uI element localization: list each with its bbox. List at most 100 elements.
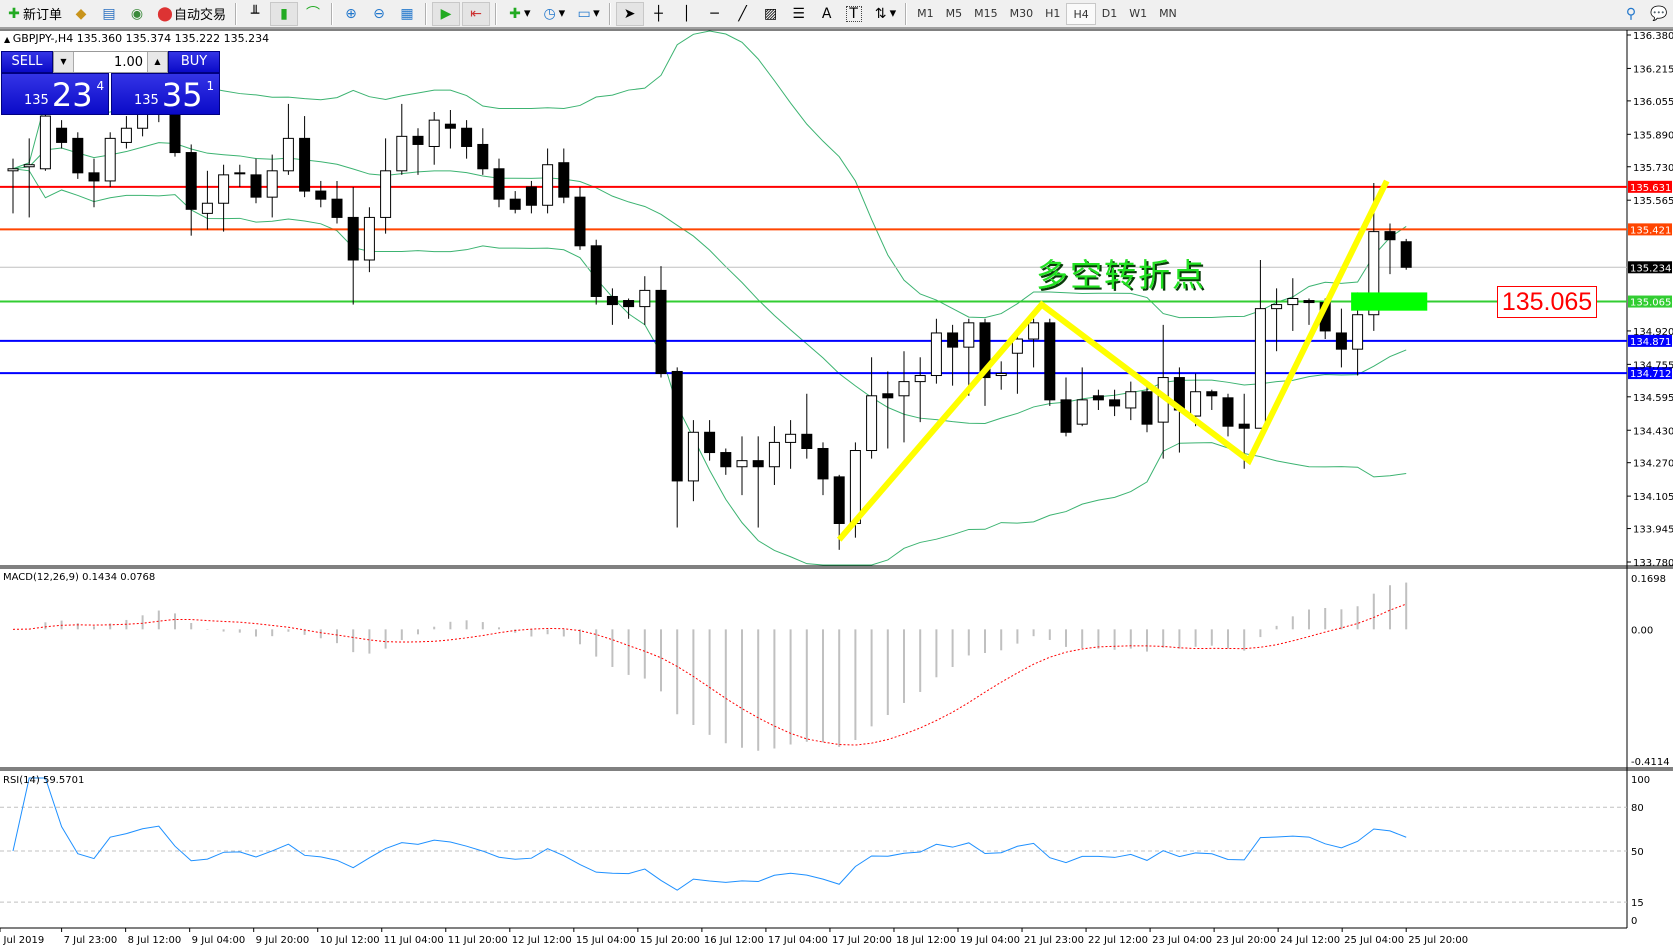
- candle: [525, 180, 537, 214]
- trendline-button[interactable]: ╱: [730, 2, 756, 26]
- periods-icon: ◷: [543, 5, 556, 22]
- sell-price-button[interactable]: 135 23 4: [1, 73, 109, 115]
- candle-body: [947, 332, 959, 348]
- zoom-in-button[interactable]: ⊕: [338, 2, 364, 26]
- candlestick-button[interactable]: ▮: [270, 1, 299, 26]
- periods-button[interactable]: ◷ ▾: [537, 2, 570, 26]
- templates-button[interactable]: ▭ ▾: [571, 2, 604, 26]
- collapse-icon[interactable]: ▲: [4, 35, 13, 44]
- candle-body: [88, 172, 100, 182]
- timeframe-m15[interactable]: M15: [974, 6, 998, 20]
- chat-button[interactable]: 💬: [1646, 2, 1672, 26]
- arrows-button[interactable]: ⇅ ▾: [868, 2, 901, 26]
- candle-body: [299, 137, 311, 192]
- zigzag-trendline[interactable]: [836, 179, 1390, 542]
- line-chart-icon: ⌒: [306, 5, 321, 22]
- candle-body: [801, 433, 813, 449]
- candle: [347, 187, 359, 305]
- timeframe-h1[interactable]: H1: [1045, 6, 1061, 20]
- price-label-bg: [1628, 180, 1672, 193]
- vertical-line-button[interactable]: │: [674, 2, 700, 26]
- candle: [687, 420, 699, 502]
- price-tick-label: 134.105: [1633, 492, 1673, 503]
- candle: [201, 170, 213, 230]
- new-order-label: 新订单: [23, 8, 63, 23]
- lot-increase-button[interactable]: ▲: [147, 52, 167, 72]
- candle: [509, 191, 521, 214]
- candle: [477, 128, 489, 175]
- candle-body: [1303, 300, 1315, 304]
- candle: [930, 318, 942, 384]
- lot-input[interactable]: [74, 52, 147, 72]
- signal-icon: ◉: [130, 5, 144, 22]
- timeframe-h4[interactable]: H4: [1066, 2, 1096, 25]
- candle: [995, 361, 1007, 390]
- candle: [590, 239, 602, 305]
- candle-body: [1190, 391, 1202, 417]
- equidistant-channel-button[interactable]: ▨: [758, 2, 784, 26]
- candle-body: [1125, 391, 1137, 409]
- text-button[interactable]: A: [814, 2, 840, 26]
- indicators-button[interactable]: ✚ ▾: [502, 2, 535, 26]
- candle: [1011, 330, 1023, 394]
- time-label: 11 Jul 04:00: [384, 935, 444, 946]
- chart-shift-button[interactable]: ⇤: [462, 1, 491, 26]
- fibonacci-button[interactable]: ☰: [786, 2, 812, 26]
- new-order-button[interactable]: ✚ 新订单: [1, 2, 66, 26]
- candle: [88, 158, 100, 208]
- buy-button[interactable]: BUY: [168, 51, 220, 73]
- toolbar-separator: [495, 2, 498, 25]
- candle-body: [347, 216, 359, 261]
- tile-windows-button[interactable]: ▦: [394, 2, 420, 26]
- navigator-button[interactable]: ▤: [96, 2, 122, 26]
- crosshair-icon: ┼: [654, 5, 663, 22]
- candle: [380, 138, 392, 234]
- auto-trade-icon: ⬤: [157, 5, 173, 22]
- text-label-button[interactable]: T: [842, 2, 866, 26]
- candle: [412, 128, 424, 175]
- search-button[interactable]: ⚲: [1618, 2, 1644, 26]
- signal-button[interactable]: ◉: [124, 2, 150, 26]
- rsi-title: RSI(14) 59.5701: [3, 775, 85, 786]
- reversal-point-annotation[interactable]: 多空转折点: [1036, 256, 1207, 294]
- candle-body: [56, 127, 68, 143]
- timeframe-m30[interactable]: M30: [1009, 6, 1034, 20]
- autoscroll-button[interactable]: ▶: [432, 1, 461, 26]
- buy-price-button[interactable]: 135 35 1: [111, 73, 220, 115]
- timeframe-w1[interactable]: W1: [1129, 6, 1148, 20]
- timeframe-m5[interactable]: M5: [945, 6, 963, 20]
- price-label: 134.871: [1630, 337, 1671, 348]
- candle: [785, 420, 797, 469]
- lot-stepper[interactable]: ▼ ▲: [53, 51, 168, 73]
- price-tick-label: 134.755: [1633, 360, 1673, 371]
- timeframe-d1[interactable]: D1: [1101, 6, 1118, 20]
- price-label: 135.421: [1630, 225, 1671, 236]
- horizontal-line-button[interactable]: ─: [702, 2, 728, 26]
- time-label: 24 Jul 12:00: [1280, 935, 1340, 946]
- macd-axis-label: -0.4114: [1631, 757, 1670, 768]
- price-tick-label: 136.215: [1633, 64, 1673, 75]
- zoom-out-button[interactable]: ⊖: [366, 2, 392, 26]
- time-label: 15 Jul 20:00: [640, 935, 700, 946]
- timeframe-mn[interactable]: MN: [1159, 6, 1177, 20]
- line-chart-button[interactable]: ⌒: [300, 2, 326, 26]
- auto-trade-button[interactable]: ⬤ 自动交易: [152, 2, 230, 26]
- rsi-axis-label: 100: [1631, 775, 1650, 786]
- lot-decrease-button[interactable]: ▼: [54, 52, 74, 72]
- crosshair-button[interactable]: ┼: [646, 2, 672, 26]
- bar-chart-button[interactable]: ╨: [242, 2, 268, 26]
- cursor-button[interactable]: ➤: [615, 1, 644, 26]
- tile-windows-icon: ▦: [400, 5, 414, 22]
- candle: [1028, 318, 1040, 368]
- sell-button[interactable]: SELL: [1, 51, 53, 73]
- candle: [299, 116, 311, 198]
- support-zone-rectangle[interactable]: [1351, 292, 1428, 311]
- templates-icon: ▭: [577, 5, 591, 22]
- candle-body: [1400, 241, 1412, 268]
- candle-body: [558, 162, 570, 198]
- timeframe-m1[interactable]: M1: [917, 6, 934, 20]
- price-label-annotation[interactable]: 135.065: [1497, 286, 1597, 318]
- candle: [1044, 318, 1056, 406]
- market-watch-button[interactable]: ◆: [68, 2, 94, 26]
